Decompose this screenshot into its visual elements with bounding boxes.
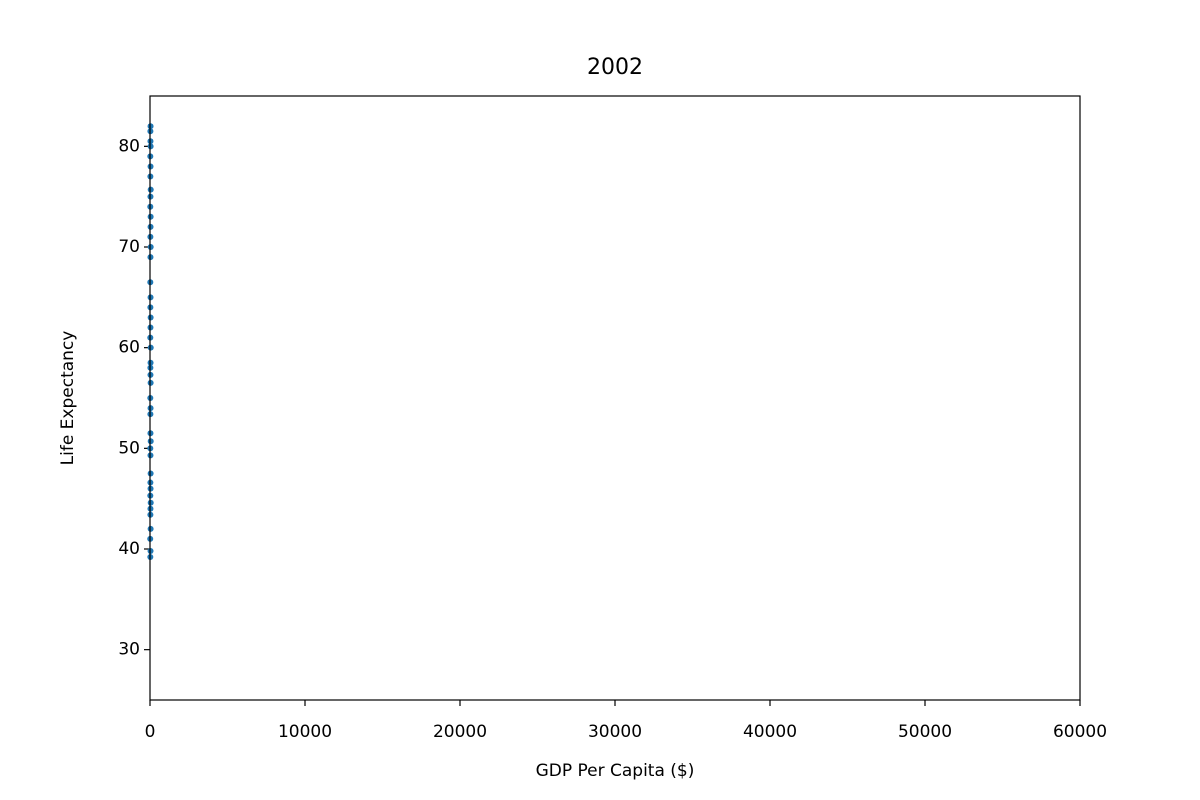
point	[147, 314, 154, 321]
x-tick-label: 40000	[743, 722, 797, 742]
y-tick-label: 60	[118, 338, 140, 358]
x-tick-label: 50000	[898, 722, 952, 742]
point	[147, 438, 154, 445]
x-tick-label: 10000	[278, 722, 332, 742]
y-tick-label: 40	[118, 539, 140, 559]
x-tick-label: 30000	[588, 722, 642, 742]
point	[147, 499, 154, 506]
x-tick-label: 0	[145, 722, 156, 742]
point	[147, 186, 154, 193]
x-axis-label: GDP Per Capita ($)	[536, 761, 695, 781]
plot-frame	[149, 95, 1081, 701]
x-tick-label: 60000	[1053, 722, 1107, 742]
point	[147, 244, 154, 250]
y-tick-label: 80	[118, 136, 140, 156]
point	[147, 470, 154, 477]
point	[147, 143, 154, 150]
y-tick-label: 70	[118, 237, 140, 257]
y-tick-label: 30	[118, 640, 140, 660]
point	[147, 379, 154, 386]
point	[147, 213, 154, 220]
chart-title: 2002	[587, 55, 643, 80]
y-axis-label: Life Expectancy	[58, 331, 78, 466]
y-tick-label: 50	[118, 438, 140, 458]
point	[147, 525, 154, 532]
x-tick-label: 20000	[433, 722, 487, 742]
point	[147, 344, 154, 351]
